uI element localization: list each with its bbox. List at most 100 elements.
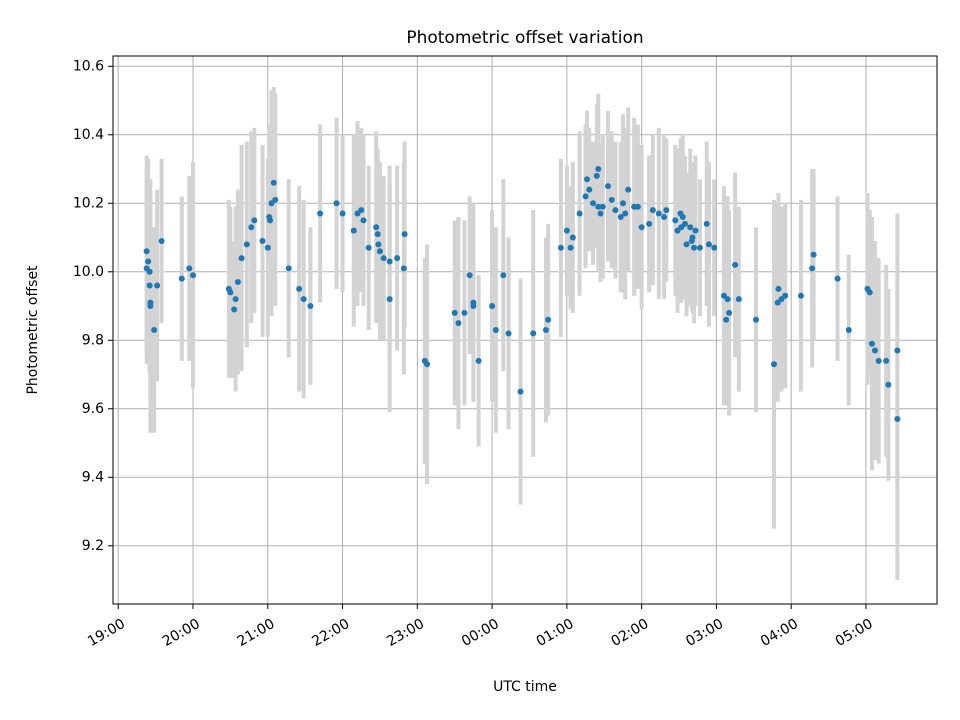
data-point: [775, 285, 782, 292]
data-point: [646, 220, 653, 227]
data-point: [705, 241, 712, 248]
data-point: [883, 357, 890, 364]
data-point: [147, 303, 154, 310]
data-point: [466, 272, 473, 279]
data-point: [689, 234, 696, 241]
y-tick-label: 9.2: [82, 538, 104, 554]
data-point: [753, 316, 760, 323]
data-point: [333, 200, 340, 207]
data-point: [599, 203, 606, 210]
data-point: [584, 176, 591, 183]
data-point: [663, 207, 670, 214]
data-point: [492, 327, 499, 333]
data-point: [770, 361, 777, 368]
data-point: [679, 213, 686, 220]
data-point: [661, 213, 668, 220]
data-point: [401, 231, 408, 238]
data-point: [248, 224, 255, 231]
x-axis: 19:00 20:00 21:00 22:00 23:00 00:00 01:00 02:00…: [85, 604, 876, 650]
y-tick-label: 9.4: [82, 469, 104, 485]
data-point: [285, 265, 292, 272]
data-point: [834, 275, 841, 282]
data-point: [810, 251, 817, 258]
data-point: [617, 213, 624, 220]
data-point: [530, 330, 537, 337]
data-point: [619, 200, 626, 207]
y-axis: 9.2 9.4 9.6 9.8 10.0 10.2 10.4 10.6: [73, 58, 113, 554]
data-point: [339, 210, 346, 217]
error-bars: [144, 86, 900, 581]
data-point: [586, 186, 593, 193]
data-point: [394, 255, 401, 262]
data-point: [272, 196, 279, 203]
data-point: [296, 285, 303, 292]
data-point: [683, 241, 690, 248]
data-point: [732, 261, 739, 268]
chart-title: Photometric offset variation: [406, 28, 643, 48]
x-tick-label: 23:00: [384, 616, 427, 650]
data-point: [703, 220, 710, 227]
data-point: [612, 207, 619, 214]
data-point: [475, 357, 482, 364]
y-tick-label: 10.4: [73, 127, 104, 143]
data-point: [655, 210, 662, 217]
data-point: [317, 210, 324, 217]
data-point: [542, 327, 549, 333]
data-point: [307, 303, 314, 310]
data-points: [143, 166, 901, 423]
data-point: [380, 255, 387, 262]
data-point: [154, 282, 161, 289]
data-point: [590, 200, 597, 207]
data-point: [151, 327, 158, 333]
x-axis-label: UTC time: [493, 679, 557, 695]
data-point: [424, 361, 431, 368]
data-point: [682, 220, 689, 227]
data-point: [622, 210, 629, 217]
data-point: [868, 340, 875, 347]
data-point: [267, 217, 274, 224]
data-point: [375, 241, 382, 248]
data-point: [894, 347, 901, 354]
data-point: [593, 172, 600, 179]
data-point: [866, 289, 873, 296]
x-tick-label: 02:00: [608, 616, 651, 650]
data-point: [809, 265, 816, 272]
data-point: [735, 296, 742, 303]
data-point: [365, 244, 372, 251]
data-point: [517, 388, 524, 395]
data-point: [238, 255, 245, 262]
data-point: [358, 207, 365, 214]
data-point: [569, 234, 576, 241]
data-point: [692, 227, 699, 234]
data-point: [595, 203, 602, 210]
data-point: [875, 357, 882, 364]
data-point: [690, 244, 697, 251]
data-point: [597, 210, 604, 217]
data-point: [672, 217, 679, 224]
data-point: [451, 309, 458, 316]
x-tick-label: 00:00: [459, 616, 502, 650]
y-tick-label: 10.2: [73, 195, 104, 211]
data-point: [158, 237, 165, 244]
data-point: [145, 258, 152, 265]
y-tick-label: 10.6: [73, 58, 104, 74]
x-tick-label: 22:00: [309, 616, 352, 650]
data-point: [376, 248, 383, 255]
x-tick-label: 21:00: [235, 616, 278, 650]
data-point: [634, 203, 641, 210]
data-point: [687, 224, 694, 231]
y-tick-label: 9.8: [82, 332, 104, 348]
data-point: [638, 224, 645, 231]
data-point: [461, 309, 468, 316]
data-point: [146, 282, 153, 289]
data-point: [782, 292, 789, 299]
data-point: [227, 289, 234, 296]
y-tick-label: 9.6: [82, 401, 104, 417]
data-point: [264, 244, 271, 251]
data-point: [386, 258, 393, 265]
data-point: [470, 299, 477, 306]
data-point: [797, 292, 804, 299]
data-point: [582, 193, 589, 200]
data-point: [455, 320, 462, 327]
